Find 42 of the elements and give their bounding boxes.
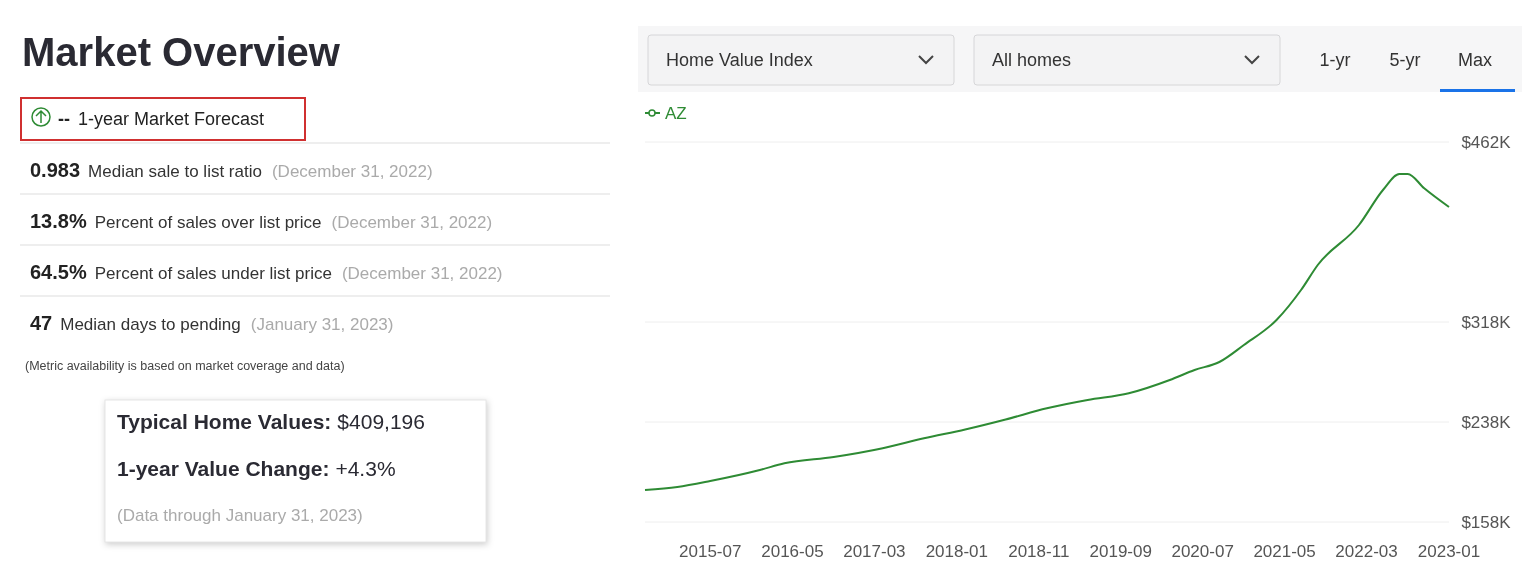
x-tick-label: 2020-07 bbox=[1171, 542, 1234, 561]
x-tick-label: 2015-07 bbox=[679, 542, 742, 561]
y-tick-label: $158K bbox=[1461, 513, 1512, 532]
y-tick-label: $462K bbox=[1461, 133, 1512, 152]
text: 1-year Market Forecast bbox=[78, 109, 265, 129]
text: Median sale to list ratio bbox=[88, 162, 262, 181]
text: 5-yr bbox=[1389, 50, 1421, 70]
text: +4.3% bbox=[335, 457, 396, 480]
text: Max bbox=[1457, 50, 1493, 70]
text: All homes bbox=[992, 50, 1072, 70]
line-series bbox=[644, 173, 1450, 491]
text: $409,196 bbox=[337, 410, 425, 433]
x-tick-label: 2017-03 bbox=[843, 542, 906, 561]
y-tick-label: $238K bbox=[1461, 413, 1512, 432]
x-tick-label: 2018-11 bbox=[1008, 542, 1070, 561]
x-tick-label: 2022-03 bbox=[1335, 542, 1398, 561]
text: (Data through January 31, 2023) bbox=[117, 506, 363, 525]
x-tick-label: 2019-09 bbox=[1089, 542, 1152, 561]
text: 1-yr bbox=[1319, 50, 1351, 70]
text: Home Value Index bbox=[666, 50, 813, 70]
text: Percent of sales under list price bbox=[94, 264, 332, 283]
x-tick-label: 2016-05 bbox=[761, 542, 824, 561]
text: 47 bbox=[30, 312, 53, 334]
text: (December 31, 2022) bbox=[271, 162, 433, 181]
x-tick-label: 2023-01 bbox=[1417, 542, 1481, 561]
text: Market Overview bbox=[22, 30, 341, 74]
text: Typical Home Values: bbox=[117, 410, 332, 433]
text: Percent of sales over list price bbox=[94, 213, 322, 232]
x-tick-label: 2021-05 bbox=[1253, 542, 1316, 561]
text: 13.8% bbox=[30, 210, 87, 232]
text: -- bbox=[58, 109, 70, 129]
y-tick-label: $318K bbox=[1461, 313, 1512, 332]
x-tick-label: 2018-01 bbox=[925, 542, 989, 561]
text: (December 31, 2022) bbox=[331, 213, 493, 232]
text: Median days to pending bbox=[60, 315, 241, 334]
text: (December 31, 2022) bbox=[341, 264, 503, 283]
legend-label: AZ bbox=[665, 104, 687, 123]
text: 64.5% bbox=[30, 261, 87, 283]
text: 1-year Value Change: bbox=[117, 457, 330, 480]
text: (January 31, 2023) bbox=[250, 315, 394, 334]
text: (Metric availability is based on market coverage and data) bbox=[25, 359, 345, 373]
text: 0.983 bbox=[30, 159, 81, 181]
